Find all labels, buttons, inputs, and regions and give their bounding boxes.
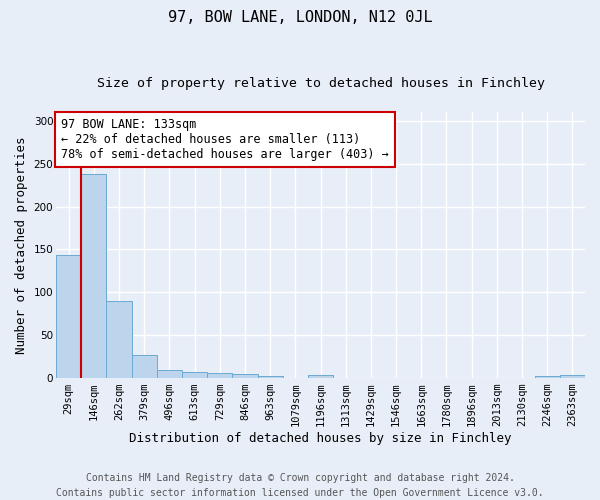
X-axis label: Distribution of detached houses by size in Finchley: Distribution of detached houses by size …: [129, 432, 512, 445]
Bar: [106, 301, 131, 378]
Bar: [56, 256, 81, 378]
Bar: [232, 374, 257, 378]
Title: Size of property relative to detached houses in Finchley: Size of property relative to detached ho…: [97, 78, 545, 90]
Bar: [157, 370, 182, 378]
Bar: [308, 376, 333, 378]
Y-axis label: Number of detached properties: Number of detached properties: [15, 136, 28, 354]
Text: Contains HM Land Registry data © Crown copyright and database right 2024.
Contai: Contains HM Land Registry data © Crown c…: [56, 472, 544, 498]
Text: 97, BOW LANE, LONDON, N12 0JL: 97, BOW LANE, LONDON, N12 0JL: [167, 10, 433, 25]
Bar: [560, 376, 585, 378]
Text: 97 BOW LANE: 133sqm
← 22% of detached houses are smaller (113)
78% of semi-detac: 97 BOW LANE: 133sqm ← 22% of detached ho…: [61, 118, 389, 161]
Bar: [207, 372, 232, 378]
Bar: [81, 174, 106, 378]
Bar: [257, 376, 283, 378]
Bar: [131, 354, 157, 378]
Bar: [182, 372, 207, 378]
Bar: [535, 376, 560, 378]
